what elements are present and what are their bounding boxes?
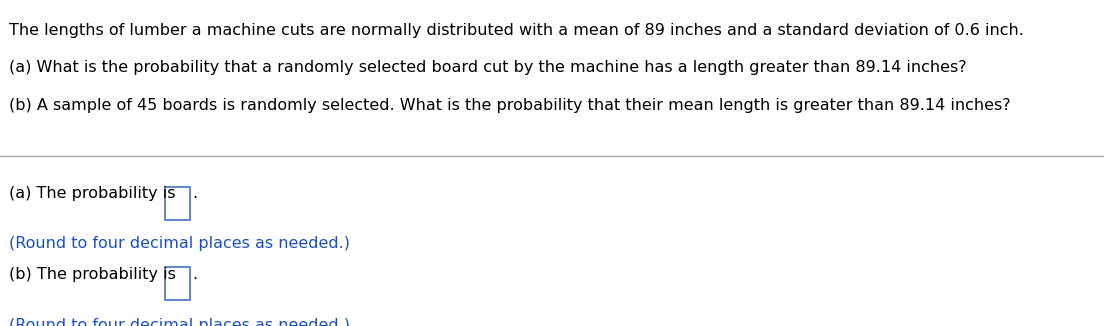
Text: The lengths of lumber a machine cuts are normally distributed with a mean of 89 : The lengths of lumber a machine cuts are… <box>9 23 1023 38</box>
Text: .: . <box>192 267 197 282</box>
Text: .: . <box>192 186 197 201</box>
Text: (Round to four decimal places as needed.): (Round to four decimal places as needed.… <box>9 318 350 326</box>
Text: (a) What is the probability that a randomly selected board cut by the machine ha: (a) What is the probability that a rando… <box>9 60 966 75</box>
Text: (a) The probability is: (a) The probability is <box>9 186 176 201</box>
Text: (b) The probability is: (b) The probability is <box>9 267 176 282</box>
Text: (b) A sample of 45 boards is randomly selected. What is the probability that the: (b) A sample of 45 boards is randomly se… <box>9 98 1010 113</box>
Text: (Round to four decimal places as needed.): (Round to four decimal places as needed.… <box>9 236 350 251</box>
